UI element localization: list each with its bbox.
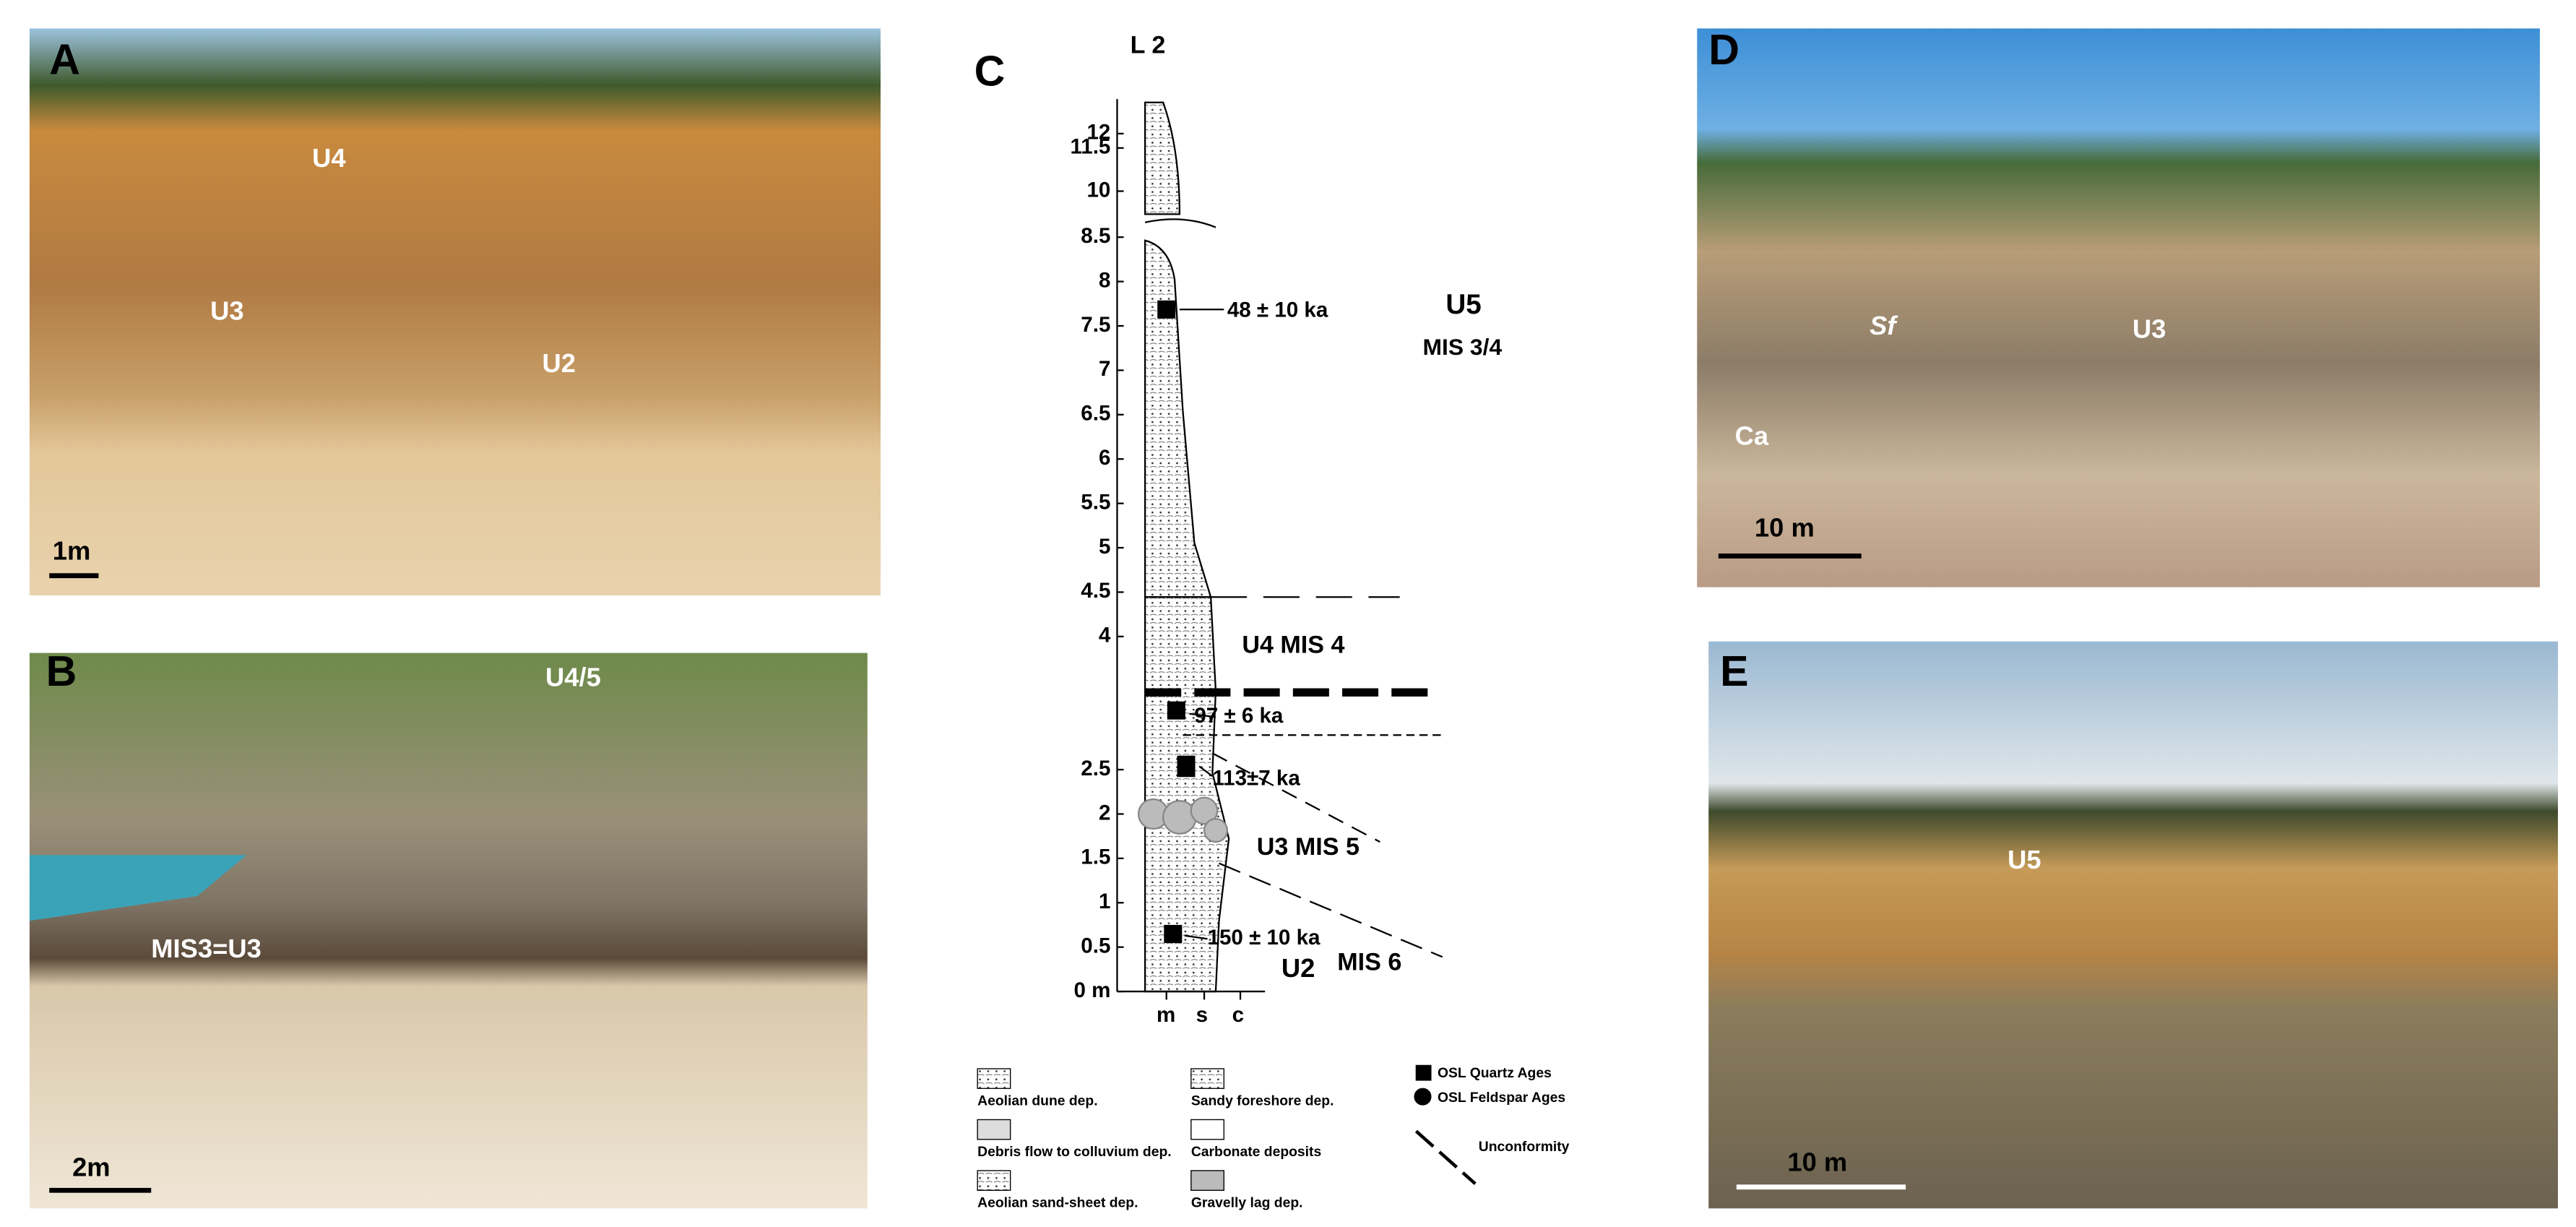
grain-size: c xyxy=(1232,1003,1244,1027)
legend-label: Gravelly lag dep. xyxy=(1191,1196,1303,1211)
depth-label: 1.5 xyxy=(1081,845,1110,869)
unit-label: U2 xyxy=(1281,953,1315,983)
unit-label: U3 xyxy=(2132,314,2166,343)
panel-letter: D xyxy=(1708,25,1739,74)
legend-label: Unconformity xyxy=(1479,1140,1570,1155)
unit-label: MIS 3/4 xyxy=(1422,334,1502,360)
unit-label: Ca xyxy=(1735,421,1769,450)
photo-d xyxy=(1697,28,2540,587)
depth-label: 4 xyxy=(1099,624,1111,647)
unit-label: Sf xyxy=(1870,311,1898,340)
legend-label: Sandy foreshore dep. xyxy=(1191,1094,1334,1109)
depth-label: 2.5 xyxy=(1081,757,1110,780)
depth-label: 4.5 xyxy=(1081,579,1110,603)
depth-label: 7 xyxy=(1099,357,1110,381)
legend-label: OSL Feldspar Ages xyxy=(1438,1090,1565,1106)
photo-a xyxy=(29,28,881,595)
depth-label: 6.5 xyxy=(1081,402,1110,426)
legend-label: OSL Quartz Ages xyxy=(1438,1066,1552,1081)
grain-size: s xyxy=(1196,1003,1208,1027)
depth-label: 12 xyxy=(1087,121,1111,145)
scale-label: 2m xyxy=(72,1152,111,1181)
legend-label: Debris flow to colluvium dep. xyxy=(977,1145,1171,1160)
depth-label: 6 xyxy=(1099,446,1110,470)
depth-label: 2 xyxy=(1099,801,1110,825)
depth-label: 0 m xyxy=(1073,978,1110,1002)
depth-label: 1 xyxy=(1099,890,1110,913)
photo-e xyxy=(1708,641,2558,1209)
unit-label: U5 xyxy=(1445,289,1481,320)
depth-label: 0.5 xyxy=(1081,934,1110,957)
depth-label: 8 xyxy=(1099,268,1110,292)
unit-label: MIS 6 xyxy=(1337,948,1401,976)
log-column xyxy=(1116,99,1443,1000)
scale-label: 10 m xyxy=(1755,513,1815,543)
scale-label: 10 m xyxy=(1787,1147,1847,1176)
panel-letter: B xyxy=(46,647,77,695)
unit-label: MIS3=U3 xyxy=(151,934,262,963)
scale-label: 1m xyxy=(53,535,91,565)
panel-letter: C xyxy=(974,47,1006,95)
depth-label: 8.5 xyxy=(1081,224,1110,248)
sea xyxy=(29,855,247,921)
legend-label: Carbonate deposits xyxy=(1191,1145,1321,1160)
grain-size: m xyxy=(1157,1003,1175,1027)
depth-label: 5 xyxy=(1099,535,1110,559)
depth-label: 11.5 xyxy=(1070,135,1110,159)
legend-icons xyxy=(977,1064,1477,1191)
age-label: 113±7 ka xyxy=(1212,767,1300,791)
unit-label: U3 xyxy=(210,296,244,325)
unit-label: U4 xyxy=(312,143,346,173)
photo-b xyxy=(29,653,868,1209)
age-label: 150 ± 10 ka xyxy=(1208,926,1321,950)
age-label: 97 ± 6 ka xyxy=(1194,704,1284,728)
unit-label: U5 xyxy=(2007,845,2041,874)
age-label: 48 ± 10 ka xyxy=(1227,298,1328,322)
unit-label: U2 xyxy=(542,348,576,378)
log-title: L 2 xyxy=(1131,31,1166,59)
panel-letter: A xyxy=(49,35,80,84)
unit-label: U4/5 xyxy=(545,663,601,692)
unit-label: U4 MIS 4 xyxy=(1242,632,1344,659)
legend-label: Aeolian sand-sheet dep. xyxy=(977,1196,1138,1211)
depth-label: 10 xyxy=(1087,178,1111,202)
depth-label: 5.5 xyxy=(1081,490,1110,514)
unit-label: U3 MIS 5 xyxy=(1257,833,1360,861)
legend-label: Aeolian dune dep. xyxy=(977,1094,1097,1109)
depth-label: 7.5 xyxy=(1081,313,1110,337)
panel-letter: E xyxy=(1720,647,1748,695)
